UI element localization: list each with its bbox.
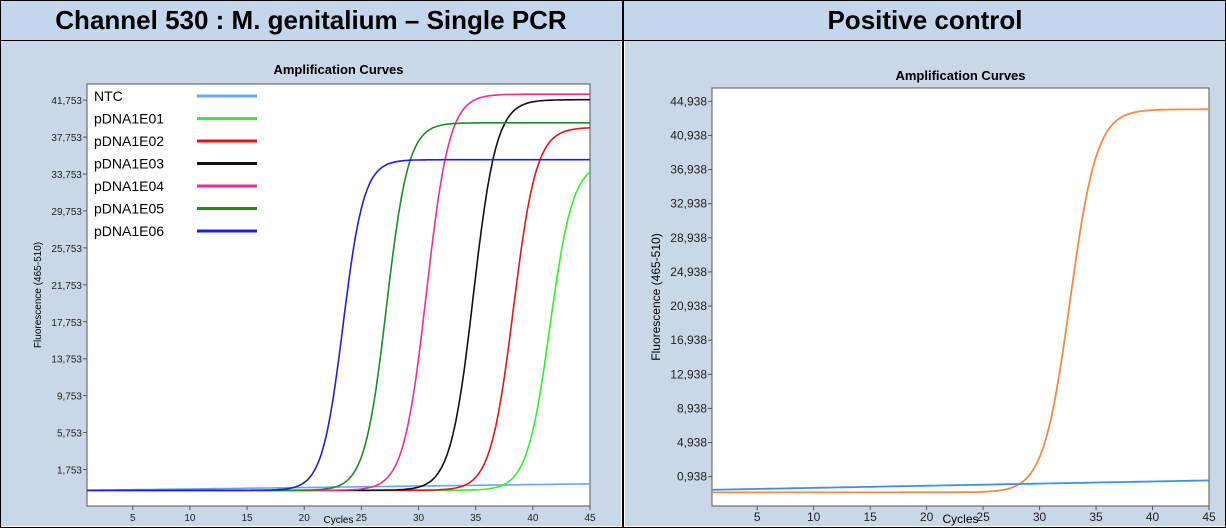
y-tick-label: 17,753	[51, 318, 82, 329]
chart-title: Amplification Curves	[273, 62, 403, 77]
y-axis-label: Fluorescence (465-510)	[649, 233, 663, 360]
border-left	[0, 0, 1, 528]
x-tick-label: 30	[413, 513, 425, 524]
series-line-pdna1e06	[87, 158, 590, 492]
x-tick-label: 25	[356, 513, 368, 524]
y-tick-label: 20,938	[670, 299, 707, 313]
x-tick-label: 10	[807, 510, 821, 524]
y-tick-label: 33,753	[51, 170, 82, 181]
y-tick-label: 36,938	[670, 163, 707, 177]
y-tick-label: 32,938	[670, 197, 707, 211]
y-tick-label: 8,938	[677, 401, 707, 415]
series-line-ntc	[87, 483, 590, 492]
plot-area	[86, 83, 591, 507]
x-axis-label: Cycles	[942, 512, 978, 526]
y-tick-label: 25,753	[51, 244, 82, 255]
legend-label: pDNA1E02	[94, 133, 164, 149]
left-amplification-chart: Amplification Curves 1,753 5,753 9,753 13,75…	[1, 40, 621, 526]
series-line-curve-1	[712, 108, 1209, 494]
y-tick-label: 37,753	[51, 133, 82, 144]
x-axis-label: Cycles	[323, 515, 353, 526]
x-tick-label: 30	[1033, 510, 1047, 524]
right-chart-panel: Amplification Curves 0,938 4,938 8,938 12,93…	[625, 40, 1225, 528]
x-tick-label: 45	[584, 513, 596, 524]
chart-title: Amplification Curves	[895, 68, 1025, 83]
legend-label: pDNA1E04	[94, 178, 164, 194]
series-group	[87, 93, 590, 492]
x-tick-label: 35	[1089, 510, 1103, 524]
x-tick-label: 45	[1202, 510, 1216, 524]
y-tick-label: 28,938	[670, 231, 707, 245]
plot-area	[711, 87, 1210, 507]
x-tick-label: 40	[527, 513, 539, 524]
legend-label: pDNA1E01	[94, 111, 164, 127]
border-header-bottom	[0, 40, 1226, 41]
x-tick-label: 15	[863, 510, 877, 524]
x-tick-label: 20	[920, 510, 934, 524]
x-tick-label: 15	[241, 513, 253, 524]
y-tick-label: 0,938	[677, 470, 707, 484]
x-tick-label: 20	[299, 513, 311, 524]
x-tick-label: 40	[1146, 510, 1160, 524]
y-tick-label: 16,938	[670, 333, 707, 347]
right-amplification-chart: Amplification Curves 0,938 4,938 8,938 12,93…	[625, 40, 1225, 526]
y-tick-label: 44,938	[670, 94, 707, 108]
series-group	[712, 108, 1209, 494]
y-tick-label: 41,753	[51, 96, 82, 107]
y-tick-label: 1,753	[57, 465, 82, 476]
y-tick-label: 29,753	[51, 207, 82, 218]
series-line-curve-2	[712, 479, 1209, 491]
x-tick-label: 5	[754, 510, 761, 524]
y-tick-label: 12,938	[670, 367, 707, 381]
border-top	[0, 0, 1226, 1]
y-tick-label: 24,938	[670, 265, 707, 279]
x-tick-label: 5	[130, 513, 136, 524]
y-tick-label: 5,753	[57, 429, 82, 440]
y-tick-label: 21,753	[51, 281, 82, 292]
legend-label: pDNA1E06	[94, 223, 164, 239]
right-panel-header: Positive control	[624, 0, 1226, 40]
left-panel-header: Channel 530 : M. genitalium – Single PCR	[0, 0, 622, 40]
x-tick-label: 25	[976, 510, 990, 524]
y-axis-label: Fluorescence (465-510)	[33, 242, 44, 348]
left-chart-panel: Amplification Curves 1,753 5,753 9,753 13,75…	[1, 40, 621, 528]
y-tick-label: 13,753	[51, 355, 82, 366]
legend-label: pDNA1E05	[94, 201, 164, 217]
y-tick-label: 4,938	[677, 436, 707, 450]
y-tick-label: 9,753	[57, 392, 82, 403]
x-tick-label: 35	[470, 513, 482, 524]
legend-label: pDNA1E03	[94, 156, 164, 172]
y-tick-label: 40,938	[670, 128, 707, 142]
x-tick-label: 10	[184, 513, 196, 524]
legend-label: NTC	[94, 88, 123, 104]
border-middle	[622, 0, 624, 528]
